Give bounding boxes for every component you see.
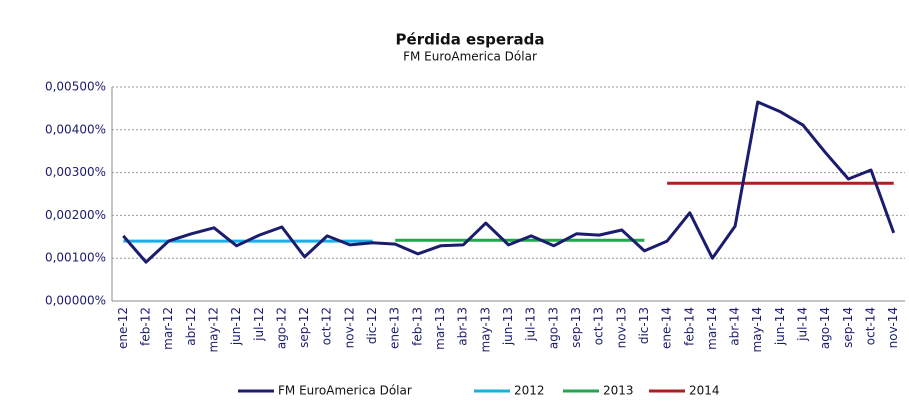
x-tick-label: dic-12 [365, 307, 379, 344]
y-tick-label: 0,00300% [45, 165, 106, 179]
x-tick-label: sep-13 [569, 307, 583, 348]
x-tick-label: nov-12 [342, 307, 356, 348]
x-tick-label: ago-13 [546, 307, 560, 349]
x-tick-label: ene-14 [660, 307, 674, 349]
x-tick-label: ene-12 [116, 307, 130, 349]
x-tick-label: dic-13 [637, 307, 651, 344]
x-tick-label: oct-12 [320, 307, 334, 345]
x-tick-label: abr-13 [456, 307, 470, 346]
x-tick-label: mar-14 [705, 307, 719, 350]
chart-subtitle: FM EuroAmerica Dólar [403, 50, 537, 64]
x-tick-label: jul-14 [796, 307, 810, 342]
x-tick-label: may-13 [478, 307, 492, 353]
y-tick-label: 0,00000% [45, 294, 106, 308]
x-tick-label: jul-13 [524, 307, 538, 342]
x-tick-label: ago-12 [274, 307, 288, 349]
series-line [122, 100, 896, 264]
x-tick-label: sep-12 [297, 307, 311, 348]
legend-label: 2012 [514, 384, 545, 398]
x-tick-label: abr-12 [184, 307, 198, 346]
x-tick-label: mar-13 [433, 307, 447, 350]
x-tick-label: nov-14 [886, 307, 900, 348]
x-tick-label: jul-12 [252, 307, 266, 342]
x-tick-label: oct-14 [864, 307, 878, 345]
x-tick-label: sep-14 [841, 307, 855, 348]
legend-label: 2014 [689, 384, 720, 398]
x-tick-label: jun-13 [501, 307, 515, 346]
x-tick-label: may-12 [206, 307, 220, 353]
x-tick-label: oct-13 [592, 307, 606, 345]
x-tick-label: jun-12 [229, 307, 243, 346]
x-tick-label: mar-12 [161, 307, 175, 350]
x-tick-label: nov-13 [614, 307, 628, 348]
x-tick-label: ago-14 [818, 307, 832, 349]
x-tick-label: abr-14 [728, 307, 742, 346]
y-tick-label: 0,00200% [45, 208, 106, 222]
x-tick-label: feb-14 [682, 307, 696, 346]
y-tick-label: 0,00400% [45, 122, 106, 136]
x-tick-label: feb-13 [410, 307, 424, 346]
chart-title: Pérdida esperada [396, 31, 545, 49]
x-tick-label: ene-13 [388, 307, 402, 349]
y-tick-label: 0,00100% [45, 251, 106, 265]
x-tick-label: may-14 [750, 307, 764, 353]
legend-label: 2013 [603, 384, 634, 398]
legend-label: FM EuroAmerica Dólar [278, 384, 412, 398]
y-tick-label: 0,00500% [45, 80, 106, 94]
x-tick-label: jun-14 [773, 307, 787, 346]
x-tick-label: feb-12 [138, 307, 152, 346]
